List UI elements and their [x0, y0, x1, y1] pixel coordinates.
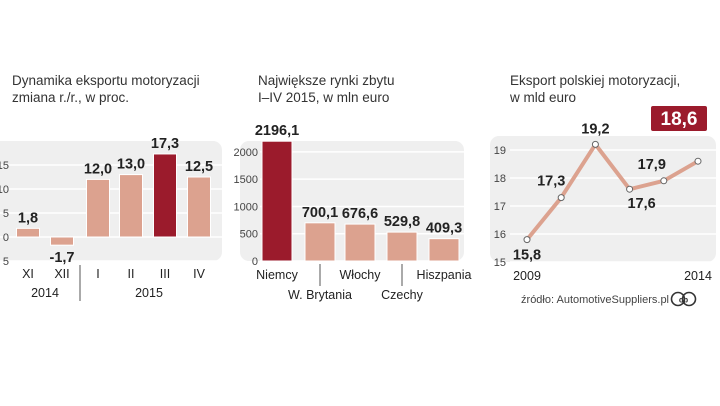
chart1-value-label: 1,8 [18, 210, 38, 226]
chart3-ytick-label: 16 [494, 229, 506, 241]
chart3-xtick-label: 2009 [513, 269, 541, 283]
chart3-point [523, 236, 531, 244]
chart3-ytick-label: 19 [494, 145, 506, 157]
chart3-value-label: 15,8 [513, 248, 541, 264]
chart2-category-label: Hiszpania [417, 268, 472, 282]
chart3-ytick-label: 18 [494, 173, 506, 185]
chart2-category-label: Niemcy [256, 268, 298, 282]
source-text: źródło: AutomotiveSuppliers.pl [521, 294, 669, 306]
chart2-plot-area [240, 141, 464, 261]
chart2-title-block: Największe rynki zbytu I–IV 2015, w mln … [258, 72, 395, 106]
chart1-bar [187, 176, 211, 238]
chart3-highlight-box [649, 104, 709, 133]
chart2-value-label: 700,1 [302, 205, 338, 221]
chart1-bar [86, 178, 110, 238]
chart1-category-label: I [96, 267, 99, 281]
chart3-value-label: 17,6 [627, 196, 655, 212]
chart3-series-line [525, 142, 699, 241]
chart1-category-label: II [128, 267, 135, 281]
chart1-category-label: XII [54, 267, 69, 281]
chart3-ytick-label: 15 [494, 257, 506, 269]
chart3-plot-area [490, 136, 716, 262]
chart1-year-label: 2015 [135, 286, 163, 300]
chart1-year-label: 2014 [31, 286, 59, 300]
chart3-value-label: 18,6 [661, 109, 698, 130]
chart2-subtitle: I–IV 2015, w mln euro [258, 90, 390, 105]
chart2-ytick-label: 500 [240, 229, 258, 241]
footer: źródło: AutomotiveSuppliers.pl cp [521, 291, 697, 307]
chart1-bar [153, 153, 177, 238]
chart2-category-label: Czechy [381, 288, 423, 302]
chart3-point [660, 177, 668, 185]
chart2-ytick-label: 2000 [234, 147, 258, 159]
chart1-value-label: 17,3 [151, 136, 179, 152]
chart2-ytick-label: 1000 [234, 201, 258, 213]
chart2-value-label: 529,8 [384, 214, 420, 230]
chart1-ytick-label: 10 [0, 184, 9, 196]
logo-text: cp [679, 296, 688, 305]
chart1-bar [16, 227, 40, 238]
chart2-rynki-zbytu: 0 500 1000 1500 2000 2196,1 700,1 676,6 529,8 409… [234, 123, 472, 302]
chart1-category-label: III [160, 267, 170, 281]
chart2-ytick-label: 1500 [234, 174, 258, 186]
chart3-point [626, 185, 634, 193]
chart1-value-label: 12,0 [84, 161, 112, 177]
chart3-value-label: 17,9 [638, 157, 666, 173]
chart1-value-label: -1,7 [50, 250, 75, 266]
chart1-title: Dynamika eksportu motoryzacji [12, 73, 200, 88]
chart3-point [557, 194, 565, 202]
chart1-ytick-label: 15 [0, 160, 9, 172]
chart2-title: Największe rynki zbytu [258, 73, 395, 88]
chart2-bar [428, 238, 460, 262]
chart3-title-block: Eksport polskiej motoryzacji, w mld euro [510, 72, 680, 106]
chart2-bar [304, 222, 336, 262]
chart1-bar [50, 236, 74, 246]
chart2-bar [344, 223, 376, 262]
chart2-bar [261, 140, 293, 262]
chart2-category-label: Włochy [340, 268, 382, 282]
chart1-bar [119, 174, 143, 238]
chart3-eksport: 15 16 17 18 19 15,8 17,3 19,2 17,6 17,9 18,6 2009 20… [490, 104, 716, 283]
chart3-title: Eksport polskiej motoryzacji, [510, 73, 681, 88]
chart3-value-label: 17,3 [537, 174, 565, 190]
chart3-xtick-label: 2014 [684, 269, 712, 283]
chart2-value-label: 2196,1 [255, 123, 299, 139]
chart3-subtitle: w mld euro [510, 90, 577, 105]
chart3-point [694, 157, 702, 165]
chart1-category-label: IV [193, 267, 205, 281]
chart2-bar [386, 231, 418, 262]
chart2-ytick-label: 0 [252, 256, 258, 268]
chart3-ytick-label: 17 [494, 201, 506, 213]
chart1-ytick-label: 5 [3, 256, 9, 268]
chart1-title-block: Dynamika eksportu motoryzacji zmiana r./… [12, 72, 200, 106]
chart1-ytick-label: 5 [3, 208, 9, 220]
chart2-category-label: W. Brytania [288, 288, 352, 302]
chart3-point [591, 140, 599, 148]
chart1-category-label: XI [22, 267, 34, 281]
chart1-ytick-label: 0 [3, 232, 9, 244]
chart3-value-label: 19,2 [581, 121, 609, 137]
chart2-value-label: 409,3 [426, 221, 462, 237]
logo-p-icon [681, 291, 697, 307]
logo-c-icon [670, 291, 686, 307]
chart2-value-label: 676,6 [342, 206, 378, 222]
chart1-subtitle: zmiana r./r., w proc. [12, 90, 130, 105]
chart1-value-label: 12,5 [185, 159, 213, 175]
chart1-value-label: 13,0 [117, 157, 145, 173]
